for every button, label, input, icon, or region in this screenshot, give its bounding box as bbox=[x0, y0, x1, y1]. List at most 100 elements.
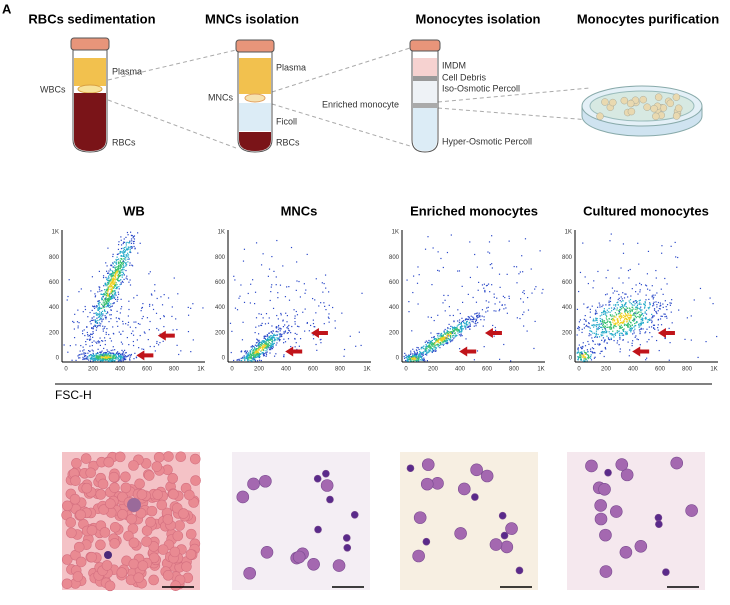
event-dot bbox=[678, 309, 680, 311]
event-dot bbox=[434, 346, 436, 348]
event-dot bbox=[98, 302, 100, 304]
event-dot bbox=[124, 250, 127, 252]
event-dot bbox=[447, 337, 449, 339]
event-dot bbox=[452, 339, 454, 341]
event-dot bbox=[113, 357, 115, 359]
event-dot bbox=[294, 321, 296, 323]
event-dot bbox=[583, 327, 586, 329]
rbc bbox=[95, 489, 107, 500]
event-dot bbox=[605, 348, 607, 350]
rbc bbox=[172, 530, 184, 542]
event-dot bbox=[94, 321, 97, 324]
event-dot bbox=[107, 279, 109, 281]
event-dot bbox=[610, 327, 612, 329]
event-dot bbox=[577, 350, 580, 352]
event-dot bbox=[124, 355, 127, 357]
event-dot bbox=[63, 344, 65, 346]
event-dot bbox=[99, 337, 101, 339]
event-dot bbox=[640, 303, 642, 305]
event-dot bbox=[120, 298, 122, 300]
x-axis-label: FSC-H bbox=[55, 388, 92, 402]
event-dot bbox=[474, 313, 476, 315]
event-dot bbox=[271, 343, 273, 345]
event-dot bbox=[294, 317, 296, 319]
event-dot bbox=[113, 333, 115, 335]
event-dot bbox=[629, 349, 631, 351]
event-dot bbox=[669, 302, 671, 304]
rbc bbox=[70, 475, 81, 486]
event-dot bbox=[642, 328, 644, 330]
event-dot bbox=[92, 356, 94, 358]
event-dot bbox=[633, 314, 635, 316]
event-dot bbox=[641, 322, 643, 324]
event-dot bbox=[598, 344, 600, 346]
event-dot bbox=[95, 341, 97, 343]
event-dot bbox=[610, 327, 613, 329]
event-dot bbox=[91, 349, 93, 351]
event-dot bbox=[110, 297, 112, 299]
event-dot bbox=[267, 343, 269, 345]
event-dot bbox=[523, 311, 525, 313]
event-dot bbox=[603, 327, 606, 329]
event-dot bbox=[254, 359, 256, 361]
event-dot bbox=[261, 346, 264, 348]
event-dot bbox=[476, 350, 479, 352]
event-dot bbox=[634, 325, 636, 327]
event-dot bbox=[118, 293, 120, 295]
event-dot bbox=[122, 272, 125, 275]
event-dot bbox=[671, 322, 673, 324]
event-dot bbox=[110, 360, 112, 362]
event-dot bbox=[129, 249, 131, 251]
event-dot bbox=[82, 346, 84, 348]
event-dot bbox=[417, 347, 419, 349]
event-dot bbox=[488, 301, 490, 303]
event-dot bbox=[128, 300, 130, 302]
event-dot bbox=[640, 311, 642, 313]
event-dot bbox=[639, 308, 641, 310]
tube-label: MNCs bbox=[208, 92, 233, 102]
event-dot bbox=[178, 353, 180, 356]
event-dot bbox=[613, 316, 616, 318]
event-dot bbox=[462, 321, 465, 323]
event-dot bbox=[101, 340, 103, 342]
event-dot bbox=[120, 283, 122, 285]
event-dot bbox=[290, 246, 293, 249]
event-dot bbox=[121, 262, 123, 264]
event-dot bbox=[595, 330, 598, 332]
event-dot bbox=[240, 284, 242, 286]
event-dot bbox=[258, 346, 260, 348]
event-dot bbox=[608, 301, 610, 304]
event-dot bbox=[587, 351, 589, 353]
event-dot bbox=[453, 332, 456, 335]
event-dot bbox=[121, 356, 124, 358]
arrow bbox=[459, 346, 477, 357]
event-dot bbox=[431, 339, 434, 342]
event-dot bbox=[505, 307, 507, 309]
event-dot bbox=[420, 348, 422, 350]
event-dot bbox=[123, 356, 125, 358]
event-dot bbox=[516, 317, 518, 319]
event-dot bbox=[612, 333, 614, 335]
event-dot bbox=[648, 319, 651, 321]
event-dot bbox=[84, 356, 86, 358]
event-dot bbox=[261, 322, 263, 324]
event-dot bbox=[97, 357, 99, 359]
event-dot bbox=[116, 256, 118, 258]
event-dot bbox=[635, 306, 637, 308]
event-dot bbox=[624, 302, 627, 304]
event-dot bbox=[610, 323, 613, 326]
event-dot bbox=[465, 324, 468, 326]
event-dot bbox=[433, 337, 436, 339]
event-dot bbox=[117, 360, 119, 362]
event-dot bbox=[103, 358, 105, 360]
event-dot bbox=[271, 346, 273, 348]
event-dot bbox=[285, 312, 287, 314]
event-dot bbox=[440, 340, 442, 342]
event-dot bbox=[274, 340, 276, 342]
event-dot bbox=[481, 284, 484, 286]
event-dot bbox=[110, 295, 113, 297]
event-dot bbox=[129, 231, 132, 233]
event-dot bbox=[622, 329, 624, 331]
x-tick-label: 600 bbox=[142, 367, 153, 373]
event-dot bbox=[99, 318, 102, 320]
